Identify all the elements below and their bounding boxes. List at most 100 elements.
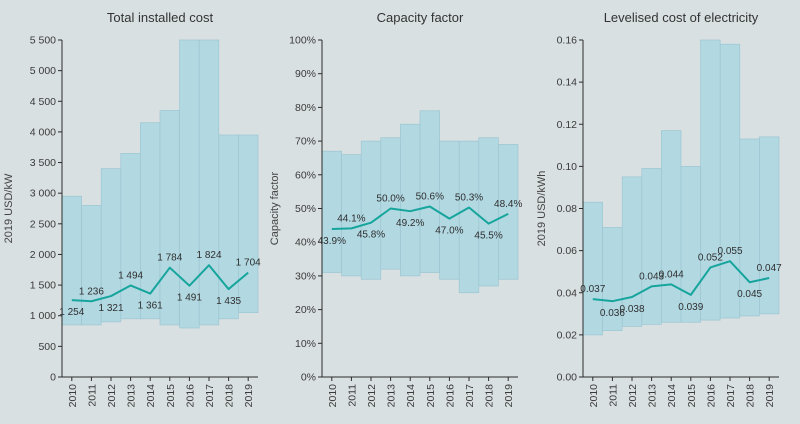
chart-title: Total installed cost	[107, 10, 214, 25]
weighted-average-line	[331, 205, 509, 231]
point-label: 0.043	[639, 271, 664, 282]
y-tick-label: 3 500	[30, 157, 56, 169]
y-tick-label: 90%	[295, 68, 316, 80]
range-band-bar	[478, 137, 499, 287]
y-tick-label: 60%	[295, 169, 316, 181]
point-label: 50.0%	[376, 194, 404, 205]
y-tick-label: 0.12	[557, 119, 578, 131]
range-band-bar	[321, 150, 342, 273]
point-label: 1 491	[177, 293, 202, 304]
x-tick-label: 2012	[366, 384, 378, 408]
range-band-bar	[458, 140, 480, 294]
x-tick-label: 2014	[405, 384, 417, 408]
y-tick-label: 0.16	[557, 35, 578, 47]
point-label: 0.037	[580, 284, 605, 295]
point-label: 45.5%	[474, 231, 502, 242]
x-tick-label: 2014	[145, 384, 157, 408]
chart-total-installed-cost: Total installed cost 2019 USD/kW 0 500 1 000…	[3, 10, 261, 408]
point-label: 50.3%	[455, 192, 483, 203]
y-tick-label: 0	[50, 372, 56, 384]
x-tick-label: 2016	[444, 384, 456, 408]
y-tick-label: 5 500	[30, 35, 56, 47]
y-tick-label: 0.00	[557, 372, 578, 384]
y-tick-label: 2 000	[30, 249, 56, 261]
y-tick-label: 0%	[301, 372, 316, 384]
y-tick-label: 40%	[295, 237, 316, 249]
y-tick-label: 0.06	[557, 245, 578, 257]
y-tick-label: 10%	[295, 338, 316, 350]
x-tick-label: 2010	[67, 384, 79, 408]
point-label: 1 254	[59, 307, 84, 318]
range-band-bar	[661, 130, 682, 323]
x-tick-label: 2015	[686, 384, 698, 408]
x-tick-label: 2010	[327, 384, 339, 408]
y-tick-label: 50%	[295, 203, 316, 215]
x-tick-label: 2011	[607, 384, 619, 407]
x-tick-label: 2017	[725, 384, 737, 408]
y-tick-label: 1 000	[30, 310, 56, 322]
point-label: 0.044	[659, 269, 684, 280]
y-tick-label: 80%	[295, 102, 316, 114]
y-tick-label: 4 500	[30, 96, 56, 108]
range-band-bar	[238, 134, 259, 314]
chart-levelised-cost-of-electricity: Levelised cost of electricity 2019 USD/kW…	[536, 10, 782, 408]
x-tick-label: 2014	[666, 384, 678, 408]
y-tick-label: 1 500	[30, 280, 56, 292]
point-label: 0.045	[737, 289, 762, 300]
weighted-average-line	[71, 264, 249, 303]
chart-capacity-factor: Capacity factor Capacity factor 0% 10% 20% 30…	[269, 10, 522, 408]
range-band-bar	[641, 168, 662, 325]
range-band-bar	[360, 140, 382, 280]
point-label: 1 236	[79, 286, 104, 297]
point-label: 0.036	[600, 308, 625, 319]
point-label: 0.055	[717, 246, 742, 257]
y-axis-label: Capacity factor	[269, 171, 281, 245]
range-band-bar	[198, 39, 220, 326]
range-band-bar	[218, 134, 239, 320]
range-band-bar	[120, 153, 141, 320]
point-label: 48.4%	[494, 199, 522, 210]
y-tick-label: 0.14	[557, 77, 578, 89]
point-label: 47.0%	[435, 226, 463, 237]
point-label: 0.052	[698, 252, 723, 263]
point-label: 1 704	[236, 258, 261, 269]
chart-title: Capacity factor	[377, 10, 464, 25]
y-tick-label: 20%	[295, 304, 316, 316]
x-tick-label: 2011	[346, 384, 358, 407]
x-tick-label: 2019	[503, 384, 515, 408]
y-tick-label: 30%	[295, 270, 316, 282]
x-tick-label: 2012	[627, 384, 639, 408]
x-tick-label: 2019	[764, 384, 776, 408]
point-label: 1 824	[196, 250, 221, 261]
point-label: 1 494	[118, 270, 143, 281]
x-tick-label: 2013	[386, 384, 398, 408]
range-band-bar	[719, 43, 741, 319]
y-tick-label: 0.02	[557, 329, 578, 341]
range-band-bar	[759, 136, 780, 315]
x-tick-label: 2018	[224, 384, 236, 408]
x-tick-label: 2018	[745, 384, 757, 408]
y-axis-label: 2019 USD/kWh	[536, 171, 548, 247]
x-tick-label: 2012	[106, 384, 118, 408]
y-axis-label: 2019 USD/kW	[3, 173, 15, 243]
range-band-bar	[140, 122, 161, 320]
point-label: 0.047	[757, 263, 782, 274]
x-tick-label: 2017	[464, 384, 476, 408]
x-tick-label: 2016	[705, 384, 717, 408]
point-label: 1 361	[138, 301, 163, 312]
y-tick-label: 500	[38, 341, 56, 353]
point-label: 1 435	[216, 296, 241, 307]
point-label: 0.039	[678, 302, 703, 313]
chart-title: Levelised cost of electricity	[604, 10, 759, 25]
x-tick-label: 2019	[243, 384, 255, 408]
y-tick-label: 3 000	[30, 188, 56, 200]
y-tick-label: 70%	[295, 136, 316, 148]
weighted-average-line	[592, 260, 770, 303]
point-label: 1 321	[98, 303, 123, 314]
range-band-bar	[61, 195, 82, 326]
point-label: 44.1%	[337, 213, 365, 224]
x-tick-label: 2010	[588, 384, 600, 408]
y-tick-label: 100%	[289, 35, 316, 47]
point-label: 0.038	[619, 304, 644, 315]
